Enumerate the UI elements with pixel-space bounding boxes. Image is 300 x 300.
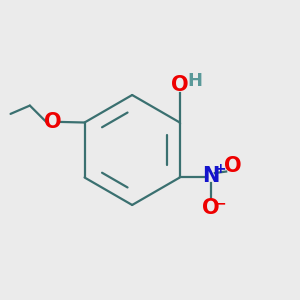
Text: +: +	[214, 162, 226, 176]
Text: H: H	[188, 73, 203, 91]
Text: O: O	[44, 112, 62, 132]
Text: O: O	[224, 156, 242, 176]
Text: O: O	[202, 198, 220, 218]
Text: O: O	[171, 75, 189, 95]
Text: N: N	[202, 166, 220, 186]
Text: −: −	[214, 196, 226, 211]
